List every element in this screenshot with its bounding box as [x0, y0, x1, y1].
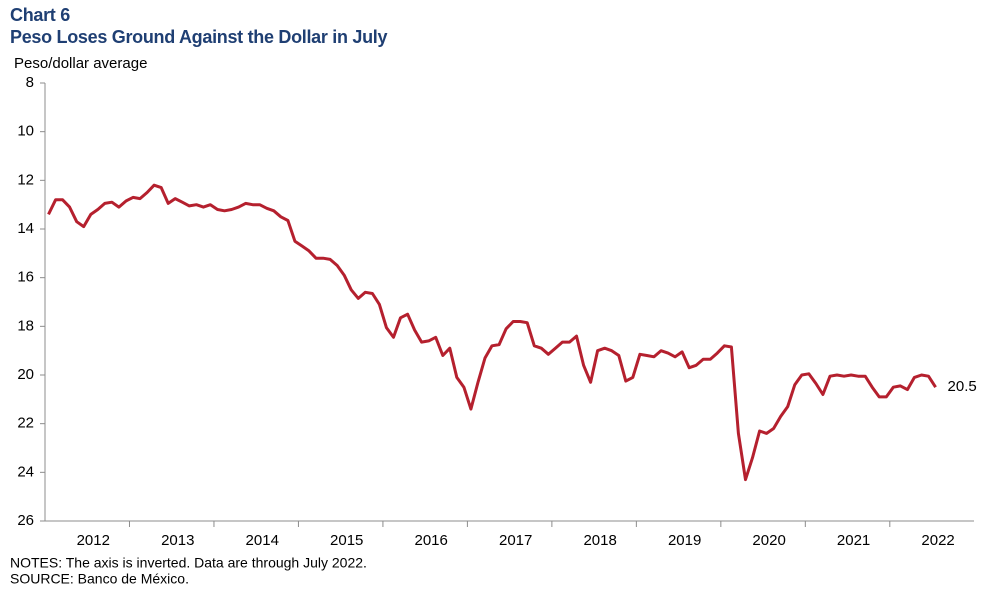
y-tick-label: 22: [17, 415, 34, 432]
x-tick-label: 2019: [668, 532, 701, 549]
y-tick-label: 20: [17, 366, 34, 383]
y-tick-label: 10: [17, 123, 34, 140]
source: SOURCE: Banco de México.: [10, 571, 189, 587]
y-tick-label: 16: [17, 269, 34, 286]
y-tick-label: 26: [17, 512, 34, 529]
y-tick-label: 14: [17, 220, 34, 237]
y-tick-label: 18: [17, 317, 34, 334]
x-tick-label: 2020: [752, 532, 785, 549]
x-tick-label: 2017: [499, 532, 532, 549]
series-line: [47, 183, 937, 482]
y-tick-label: 24: [17, 463, 34, 480]
x-tick-label: 2016: [415, 532, 448, 549]
x-tick-label: 2022: [921, 532, 954, 549]
y-tick-label: 8: [26, 74, 34, 91]
y-axis-label: Peso/dollar average: [14, 55, 147, 72]
x-tick-label: 2012: [77, 532, 110, 549]
chart-subtitle: Peso Loses Ground Against the Dollar in …: [10, 27, 387, 47]
x-tick-label: 2021: [837, 532, 870, 549]
x-tick-label: 2018: [583, 532, 616, 549]
notes: NOTES: The axis is inverted. Data are th…: [10, 555, 367, 571]
chart-title: Chart 6: [10, 5, 70, 25]
x-tick-label: 2014: [246, 532, 279, 549]
x-tick-label: 2013: [161, 532, 194, 549]
x-tick-label: 2015: [330, 532, 363, 549]
end-value-label: 20.5: [948, 378, 977, 395]
y-tick-label: 12: [17, 171, 34, 188]
